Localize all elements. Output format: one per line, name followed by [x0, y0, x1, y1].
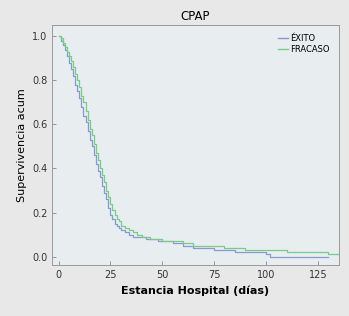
Legend: ÉXITO, FRACASO: ÉXITO, FRACASO [276, 32, 332, 55]
X-axis label: Estancia Hospital (días): Estancia Hospital (días) [121, 286, 269, 296]
Title: CPAP: CPAP [181, 10, 210, 23]
Y-axis label: Supervivencia acum: Supervivencia acum [16, 88, 27, 202]
